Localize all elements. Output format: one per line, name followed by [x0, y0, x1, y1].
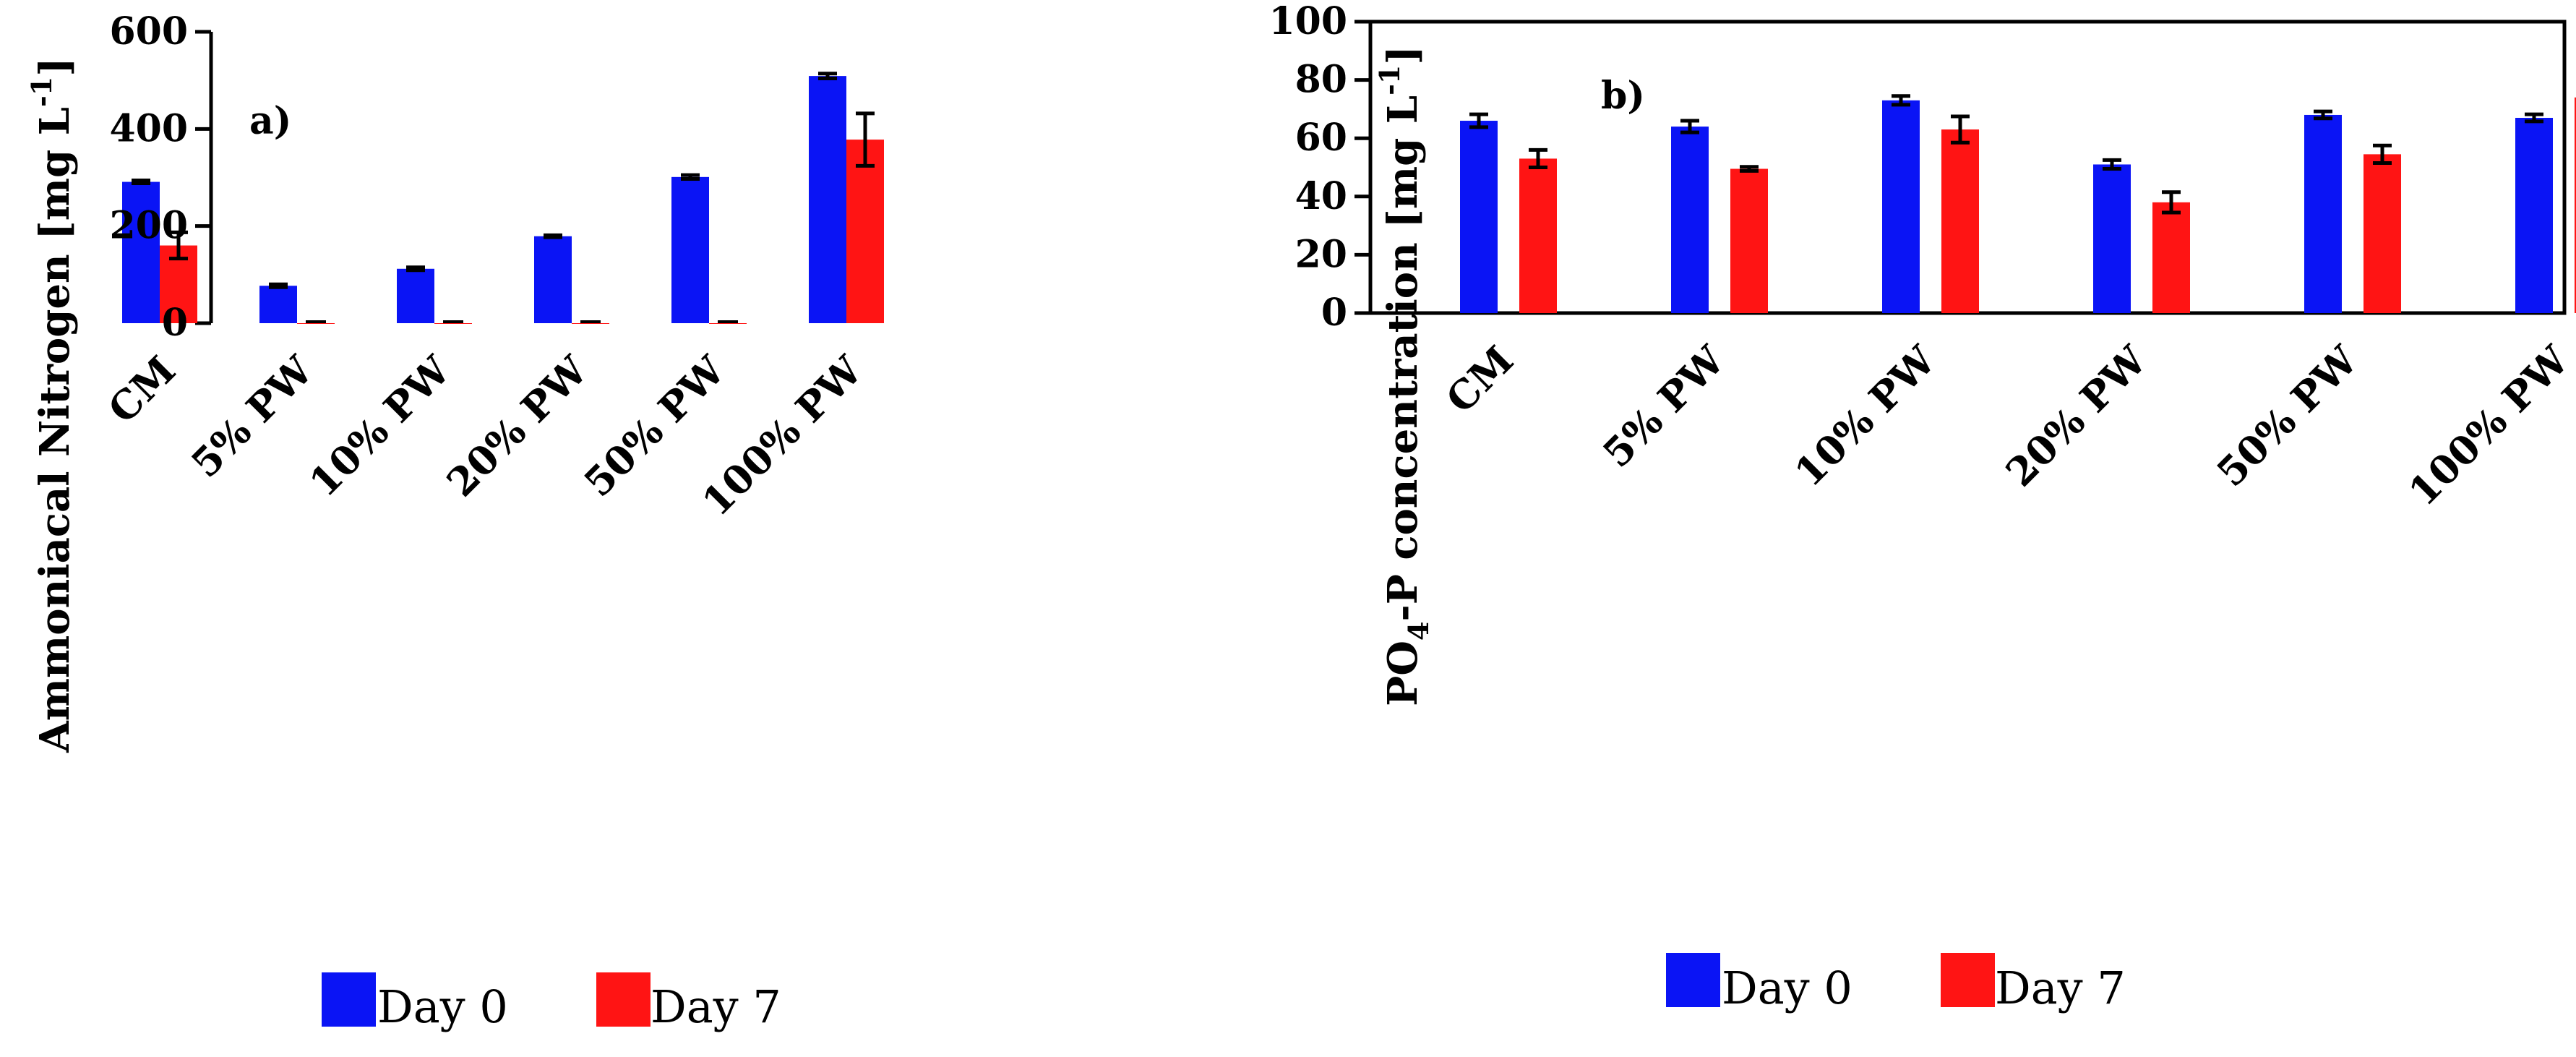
chart-a-category-label: 10% PW [300, 346, 460, 506]
chart-b-bars [1460, 94, 2576, 314]
chart-b-legend-swatch-day0 [1666, 953, 1720, 1007]
chart-b-bar-day0 [2515, 117, 2553, 314]
chart-a-y-tick-label: 0 [162, 301, 188, 345]
chart-b-bar-day7 [2364, 154, 2401, 313]
chart-b-bar-day7 [1519, 158, 1557, 313]
chart-a-bar-day0 [534, 236, 572, 323]
chart-a-legend: Day 0 Day 7 [322, 972, 781, 1033]
chart-a-category-label: 5% PW [182, 346, 322, 487]
chart-a-bar-day7 [709, 323, 747, 324]
chart-b-bar-day0 [2093, 164, 2131, 313]
chart-b-bar-day0 [2304, 114, 2342, 313]
chart-b-bar-day0 [1671, 127, 1709, 313]
chart-b-category-label: CM [1437, 337, 1522, 422]
chart-a-legend-swatch-day7 [596, 972, 651, 1027]
chart-b-bar-day7 [1730, 168, 1768, 313]
chart-a-y-tick-label: 200 [109, 204, 188, 248]
chart-b-y-tick-label: 20 [1295, 232, 1347, 276]
chart-b-category-label: 100% PW [2400, 336, 2576, 515]
chart-a-y-axis-title: Ammoniacal Nitrogen [mg L-1] [25, 57, 79, 753]
chart-b-bar-day7 [1941, 129, 1979, 313]
chart-a-tick-labels: 0 200 400 600 [109, 9, 188, 345]
chart-b-legend-swatch-day7 [1941, 953, 1995, 1007]
chart-a-axes [195, 30, 213, 325]
chart-b-y-tick-label: 0 [1321, 291, 1347, 335]
chart-b-bar-day7 [2575, 97, 2576, 313]
chart-a-bar-day0 [397, 268, 434, 323]
chart-a-y-tick-label: 400 [109, 106, 188, 150]
chart-b-panel-label: b) [1601, 74, 1645, 118]
chart-b-y-tick-label: 40 [1295, 174, 1347, 218]
chart-a-bar-day7 [846, 140, 884, 323]
chart-a-bar-day7 [572, 323, 609, 324]
chart-a-bar-day0 [671, 176, 709, 323]
chart-a-bar-day0 [259, 286, 297, 323]
chart-b-y-tick-label: 60 [1295, 116, 1347, 160]
chart-b-bar-day0 [1460, 121, 1498, 313]
chart-a-legend-label-day7: Day 7 [651, 980, 781, 1033]
chart-b-legend: Day 0 Day 7 [1666, 953, 2126, 1014]
chart-a-bar-day7 [434, 323, 472, 324]
chart-b-category-label: 50% PW [2207, 336, 2367, 496]
chart-b-y-tick-label: 100 [1268, 0, 1347, 43]
chart-a-bar-day0 [809, 76, 846, 323]
chart-b-legend-label-day7: Day 7 [1995, 962, 2126, 1014]
chart-a-y-tick-label: 600 [109, 9, 188, 54]
chart-a-legend-swatch-day0 [322, 972, 376, 1027]
chart-a-bar-day0 [122, 181, 160, 323]
chart-b-legend-label-day0: Day 0 [1722, 962, 1852, 1014]
chart-a-bar-day7 [297, 323, 335, 324]
chart-a-bars [122, 72, 884, 324]
chart-a-legend-label-day0: Day 0 [377, 980, 508, 1033]
chart-a-category-label: CM [99, 347, 184, 432]
chart-a-category-label: 20% PW [437, 346, 597, 506]
chart-b-category-label: 5% PW [1594, 336, 1734, 476]
chart-b-category-labels: CM 5% PW 10% PW 20% PW 50% PW 100% PW [1437, 336, 2576, 515]
chart-b-category-label: 20% PW [1996, 336, 2156, 496]
chart-a-panel-label: a) [249, 99, 291, 143]
chart-b-y-tick-label: 80 [1295, 58, 1347, 102]
chart-b-tick-labels: 0 20 40 60 80 100 [1268, 0, 1347, 335]
chart-b-y-axis-title: PO4-P concentration [mg L-1] [1373, 46, 1435, 706]
chart-b-bar-day7 [2152, 202, 2190, 313]
chart-panel-b: 0 20 40 60 80 100 CM 5% PW 10% PW 20% PW 50% PW 10… [1268, 0, 2576, 1014]
chart-b-bar-day0 [1882, 100, 1920, 313]
chart-b-category-label: 10% PW [1785, 336, 1945, 496]
